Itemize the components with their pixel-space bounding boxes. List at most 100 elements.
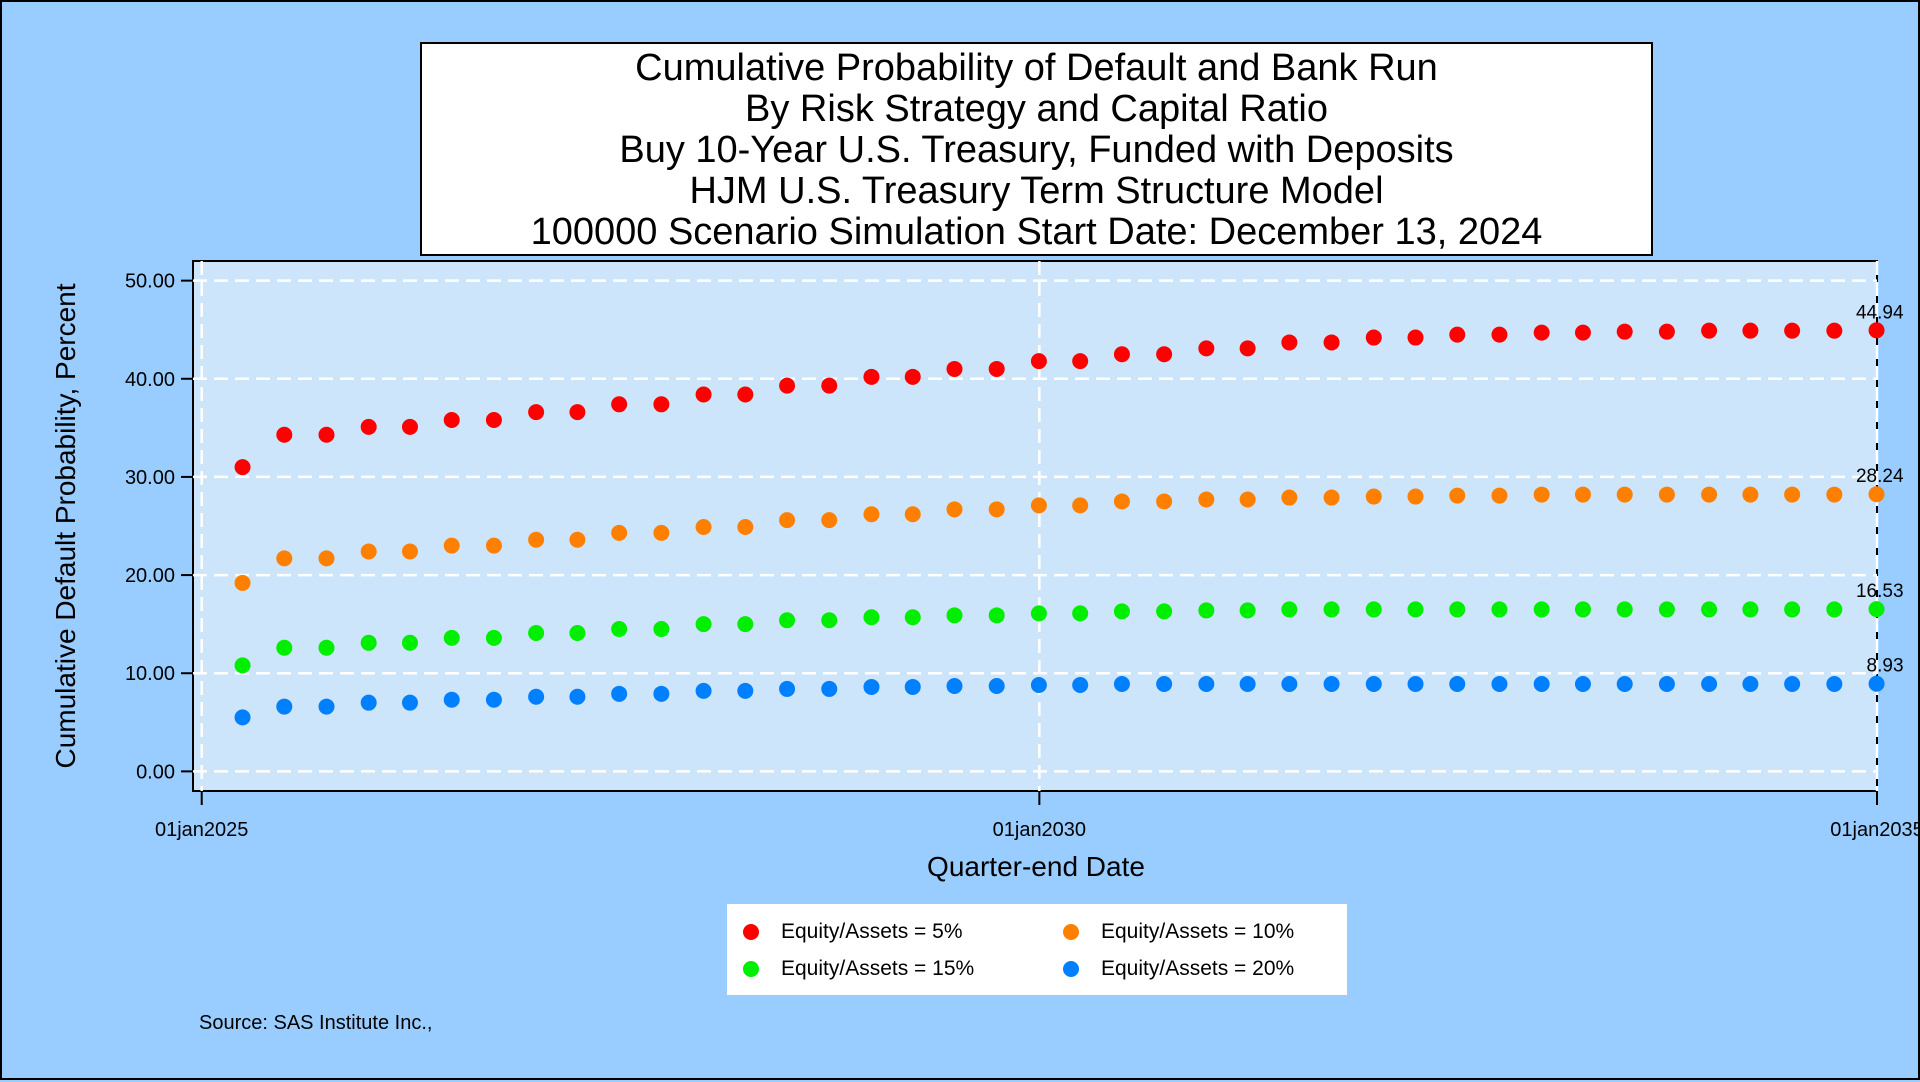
title-line: By Risk Strategy and Capital Ratio (745, 88, 1328, 130)
data-point (1826, 486, 1843, 503)
data-point (1616, 323, 1633, 340)
data-point (1826, 322, 1843, 339)
data-point (360, 543, 377, 560)
data-point (1784, 601, 1801, 618)
data-point (1658, 601, 1675, 618)
data-point (1826, 676, 1843, 693)
data-point (401, 418, 418, 435)
data-point (1533, 486, 1550, 503)
data-point (234, 574, 251, 591)
data-point (904, 609, 921, 626)
data-point (821, 377, 838, 394)
legend-label: Equity/Assets = 15% (781, 957, 975, 980)
data-point (1868, 675, 1885, 692)
x-tick-label: 01jan2025 (155, 819, 248, 841)
data-point (1742, 486, 1759, 503)
legend-item: Equity/Assets = 20% (1063, 957, 1294, 981)
data-point (1868, 486, 1885, 503)
data-point (611, 396, 628, 413)
data-point (737, 616, 754, 633)
data-point (1616, 486, 1633, 503)
source-note: Source: SAS Institute Inc., (199, 1012, 433, 1034)
data-point (276, 698, 293, 715)
data-label: 28.24 (1856, 466, 1904, 487)
data-point (1365, 601, 1382, 618)
data-point (1742, 322, 1759, 339)
data-point (988, 360, 1005, 377)
y-tick-label: 40.00 (125, 369, 175, 391)
data-point (611, 685, 628, 702)
data-point (1742, 676, 1759, 693)
data-label: 44.94 (1856, 302, 1904, 323)
data-point (1030, 677, 1047, 693)
data-point (1784, 676, 1801, 693)
chart-title: Cumulative Probability of Default and Ba… (420, 42, 1653, 256)
data-point (528, 688, 545, 705)
data-point (988, 501, 1005, 518)
data-point (779, 512, 796, 529)
data-point (528, 404, 545, 421)
data-point (1658, 323, 1675, 340)
legend-marker (1063, 924, 1079, 940)
data-point (737, 682, 754, 699)
data-point (234, 459, 251, 476)
data-point (1491, 601, 1508, 618)
data-point (1449, 676, 1466, 693)
legend-marker (743, 924, 759, 940)
data-point (401, 694, 418, 711)
data-point (1784, 322, 1801, 339)
data-point (569, 688, 586, 705)
data-point (1868, 601, 1885, 618)
data-point (1113, 346, 1130, 363)
data-point (695, 682, 712, 699)
data-point (863, 506, 880, 523)
data-point (1574, 601, 1591, 618)
data-point (1407, 488, 1424, 505)
data-point (1239, 602, 1256, 619)
title-line: Cumulative Probability of Default and Ba… (635, 47, 1438, 89)
data-points (234, 322, 1885, 726)
title-line: 100000 Scenario Simulation Start Date: D… (530, 211, 1543, 253)
data-point (1826, 601, 1843, 618)
data-point (904, 506, 921, 523)
data-point (695, 518, 712, 535)
data-point (779, 612, 796, 629)
data-point (1365, 676, 1382, 693)
data-point (276, 550, 293, 567)
data-point (695, 386, 712, 403)
data-point (276, 639, 293, 656)
data-point (1113, 493, 1130, 510)
x-tick-label: 01jan2035 (1830, 819, 1920, 841)
data-point (318, 698, 335, 715)
data-label: 8.93 (1867, 656, 1904, 677)
data-point (1701, 322, 1718, 339)
data-point (1323, 489, 1340, 506)
data-point (1072, 605, 1089, 622)
x-tick-label: 01jan2030 (993, 819, 1086, 841)
data-point (653, 621, 670, 638)
data-point (863, 368, 880, 385)
data-point (1533, 676, 1550, 693)
data-point (779, 377, 796, 394)
legend-marker (743, 961, 759, 977)
data-point (904, 368, 921, 385)
title-line: HJM U.S. Treasury Term Structure Model (689, 170, 1384, 212)
data-point (1491, 326, 1508, 343)
data-point (485, 691, 502, 708)
data-point (443, 537, 460, 554)
data-point (1281, 489, 1298, 506)
title-line: Buy 10-Year U.S. Treasury, Funded with D… (619, 129, 1454, 171)
axes: 0.00 10.00 20.00 30.00 40.00 50.00 01jan2025 01… (125, 271, 1920, 841)
y-tick-label: 0.00 (136, 761, 175, 783)
data-point (569, 624, 586, 641)
data-point (611, 524, 628, 541)
data-point (904, 678, 921, 695)
data-label: 16.53 (1856, 581, 1904, 602)
data-point (1072, 497, 1089, 514)
data-point (485, 629, 502, 646)
data-point (1701, 676, 1718, 693)
y-tick-label: 10.00 (125, 663, 175, 685)
data-point (1198, 340, 1215, 357)
data-point (1365, 488, 1382, 505)
